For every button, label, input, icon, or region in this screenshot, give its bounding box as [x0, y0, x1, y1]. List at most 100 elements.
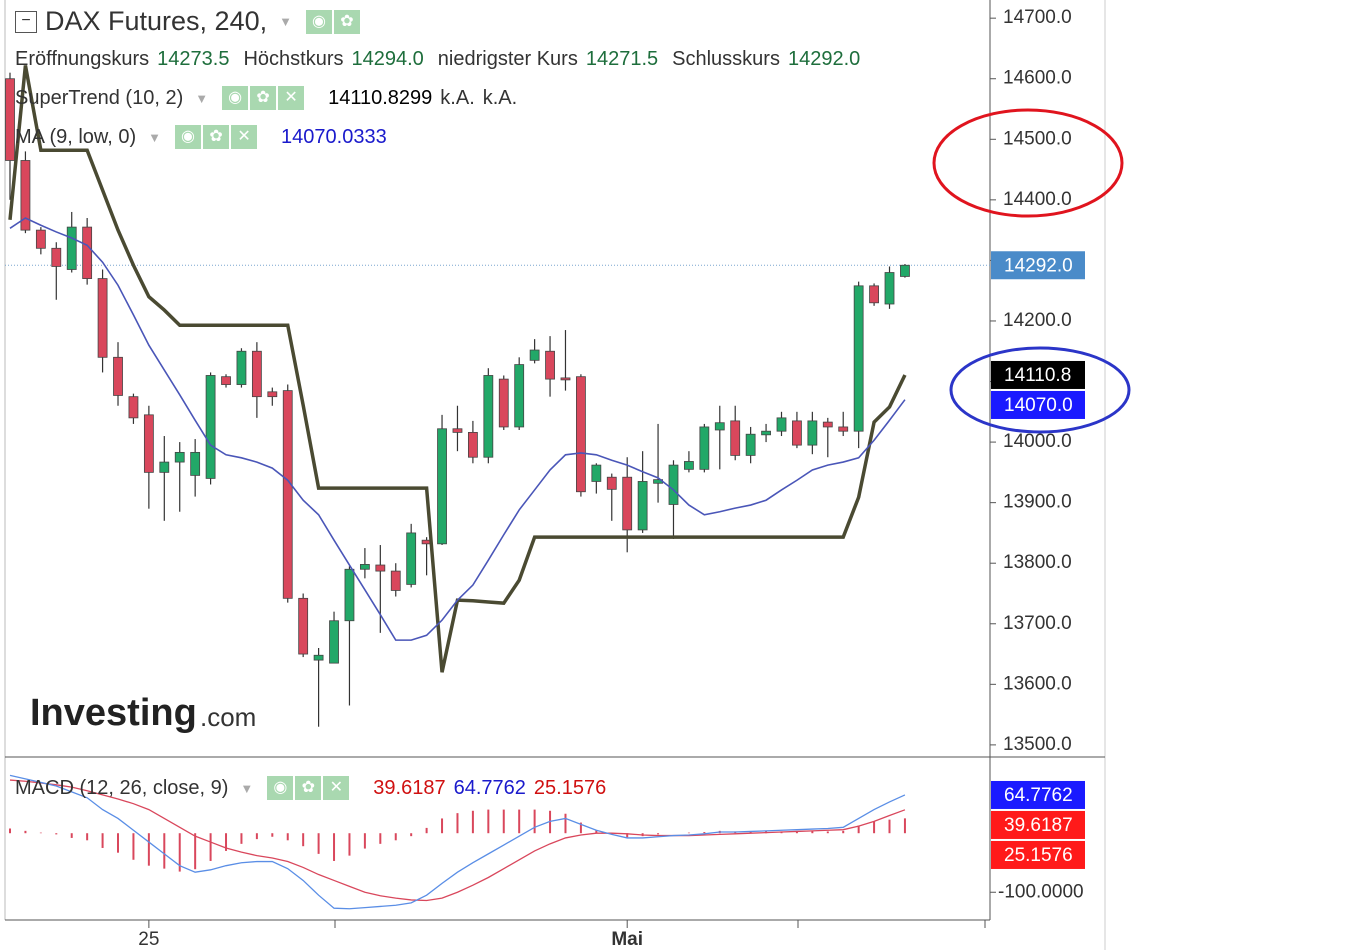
- readout-value: 14292.0: [787, 48, 861, 70]
- icon[interactable]: ◉: [267, 776, 294, 800]
- dropdown[interactable]: ▼: [240, 780, 254, 796]
- readout: k.A.: [440, 86, 475, 109]
- dropdown[interactable]: ▼: [148, 129, 162, 145]
- candle-body: [205, 375, 216, 479]
- price-tag: [991, 810, 1085, 839]
- icon[interactable]: ✕: [231, 125, 258, 149]
- icons: ◉ ✿ ✕: [175, 125, 259, 149]
- candle-body: [822, 421, 833, 428]
- y-tick-label: 13900.0: [1003, 492, 1072, 513]
- candle-body: [699, 426, 710, 470]
- candle-body: [529, 349, 540, 361]
- y-tick-label: 14200.0: [1003, 310, 1072, 331]
- candle-body: [576, 376, 586, 493]
- icons: ◉ ✿: [305, 9, 362, 34]
- candle-body: [884, 272, 895, 305]
- candle-body: [359, 564, 370, 570]
- icon[interactable]: ✿: [203, 125, 230, 149]
- candle-body: [174, 451, 185, 463]
- candle-body: [761, 430, 771, 436]
- icon[interactable]: ✿: [333, 9, 360, 34]
- candle-body: [900, 264, 910, 277]
- icon[interactable]: ✿: [250, 86, 277, 110]
- y-tick-label: 13500.0: [1003, 734, 1072, 755]
- candle-body: [591, 464, 602, 482]
- x-tick-label: Mai: [611, 929, 643, 950]
- y-tick-label: 13600.0: [1003, 673, 1072, 694]
- candle-body: [606, 476, 617, 490]
- readout: 64.7762: [453, 776, 526, 799]
- readout: 39.6187: [373, 776, 446, 799]
- dropdown[interactable]: ▼: [279, 14, 292, 29]
- icon[interactable]: ✕: [323, 776, 350, 800]
- candle-body: [483, 375, 494, 458]
- candle-body: [159, 461, 170, 473]
- candle-body: [97, 278, 108, 358]
- y-tick-label: 14600.0: [1003, 68, 1072, 89]
- icon[interactable]: ◉: [175, 125, 202, 149]
- indicator-line: [8, 65, 907, 673]
- candle-body: [792, 420, 802, 446]
- y-tick-label: -100.0000: [998, 881, 1084, 902]
- collapse[interactable]: −: [15, 10, 37, 33]
- candle-body: [236, 350, 247, 385]
- readout-name: Eröffnungskurs: [15, 48, 150, 70]
- candle-body: [390, 570, 401, 591]
- candle-body: [313, 654, 324, 661]
- candle-body: [113, 356, 123, 396]
- readout-value: 14273.5: [157, 48, 230, 70]
- readout-name: Schlusskurs: [672, 48, 780, 70]
- candle-body: [66, 226, 77, 270]
- readout-value: 14294.0: [351, 48, 424, 70]
- macd-line: [9, 774, 906, 910]
- price-tag-label: 25.1576: [1004, 845, 1073, 866]
- readout-name: niedrigster Kurs: [437, 48, 578, 70]
- candle-body: [344, 568, 355, 622]
- candle-body: [730, 420, 741, 456]
- candle-body: [190, 451, 201, 476]
- candle-body: [375, 564, 386, 572]
- candle-body: [406, 532, 417, 585]
- icon[interactable]: ✿: [295, 776, 322, 800]
- x-tick-label: 25: [138, 929, 159, 950]
- red-annotation: [932, 108, 1124, 218]
- candle-body: [776, 417, 787, 432]
- supertrend-row: SuperTrend (10, 2) ▼ ◉ ✿ ✕ 14110.8299 k.A. …: [15, 86, 517, 110]
- readout-name: Höchstkurs: [243, 48, 344, 70]
- watermark: .com: [200, 702, 256, 732]
- candle-body: [545, 350, 555, 380]
- candle-body: [128, 396, 139, 419]
- price-tag-label: 64.7762: [1004, 785, 1073, 806]
- readout: 14110.8299: [328, 86, 433, 109]
- readout-value: 14271.5: [585, 48, 659, 70]
- y-tick-label: 14400.0: [1003, 189, 1072, 210]
- icon[interactable]: ✕: [278, 86, 305, 110]
- price-tag-label: 14292.0: [1004, 255, 1073, 276]
- candle-body: [514, 364, 525, 428]
- ohlc-row: Eröffnungskurs 14273.5 Höchstkurs 14294.0 ni…: [15, 48, 866, 71]
- dropdown[interactable]: ▼: [195, 90, 209, 106]
- candle-body: [869, 285, 879, 304]
- candle-body: [143, 414, 154, 473]
- price-tag: [991, 840, 1085, 869]
- price-tag-label: 14070.0: [1004, 395, 1073, 416]
- title: DAX Futures, 240,: [45, 6, 268, 36]
- candle-body: [637, 481, 648, 531]
- price-tag: [991, 780, 1085, 809]
- icon[interactable]: ◉: [305, 9, 332, 34]
- readout: 14070.0333: [281, 125, 387, 148]
- candle-body: [35, 229, 46, 249]
- watermark: Investing: [30, 692, 197, 734]
- price-tag: [991, 390, 1085, 419]
- candle-body: [82, 226, 93, 279]
- candle-body: [251, 350, 262, 398]
- candle-body: [622, 476, 633, 531]
- candle-body: [329, 620, 339, 664]
- icon[interactable]: ◉: [222, 86, 249, 110]
- candle-body: [838, 426, 849, 432]
- icons: ◉ ✿ ✕: [267, 776, 351, 800]
- readout: 25.1576: [533, 776, 607, 799]
- y-tick-label: 14500.0: [1003, 128, 1072, 149]
- candle-body: [221, 376, 231, 385]
